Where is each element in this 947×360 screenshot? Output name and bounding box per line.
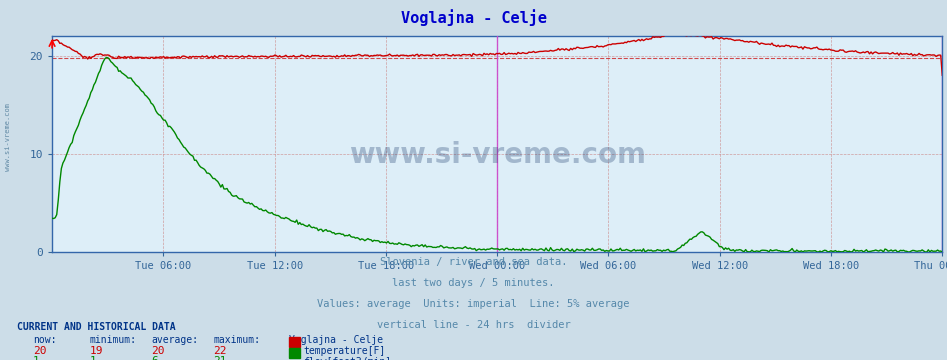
Text: 20: 20 — [33, 346, 46, 356]
Text: Voglajna - Celje: Voglajna - Celje — [289, 335, 383, 345]
Text: 1: 1 — [33, 356, 40, 360]
Text: temperature[F]: temperature[F] — [303, 346, 385, 356]
Text: www.si-vreme.com: www.si-vreme.com — [5, 103, 10, 171]
Text: 19: 19 — [90, 346, 103, 356]
Text: now:: now: — [33, 335, 57, 345]
Text: average:: average: — [152, 335, 199, 345]
Text: 1: 1 — [90, 356, 97, 360]
Text: minimum:: minimum: — [90, 335, 137, 345]
Text: flow[foot3/min]: flow[foot3/min] — [303, 356, 391, 360]
Text: Slovenia / river and sea data.: Slovenia / river and sea data. — [380, 257, 567, 267]
Text: last two days / 5 minutes.: last two days / 5 minutes. — [392, 278, 555, 288]
Text: Values: average  Units: imperial  Line: 5% average: Values: average Units: imperial Line: 5%… — [317, 299, 630, 309]
Text: maximum:: maximum: — [213, 335, 260, 345]
Text: Voglajna - Celje: Voglajna - Celje — [401, 9, 546, 26]
Text: 6: 6 — [152, 356, 158, 360]
Text: 20: 20 — [152, 346, 165, 356]
Text: vertical line - 24 hrs  divider: vertical line - 24 hrs divider — [377, 320, 570, 330]
Text: CURRENT AND HISTORICAL DATA: CURRENT AND HISTORICAL DATA — [17, 322, 176, 332]
Text: 21: 21 — [213, 356, 226, 360]
Text: www.si-vreme.com: www.si-vreme.com — [348, 141, 646, 169]
Text: 22: 22 — [213, 346, 226, 356]
